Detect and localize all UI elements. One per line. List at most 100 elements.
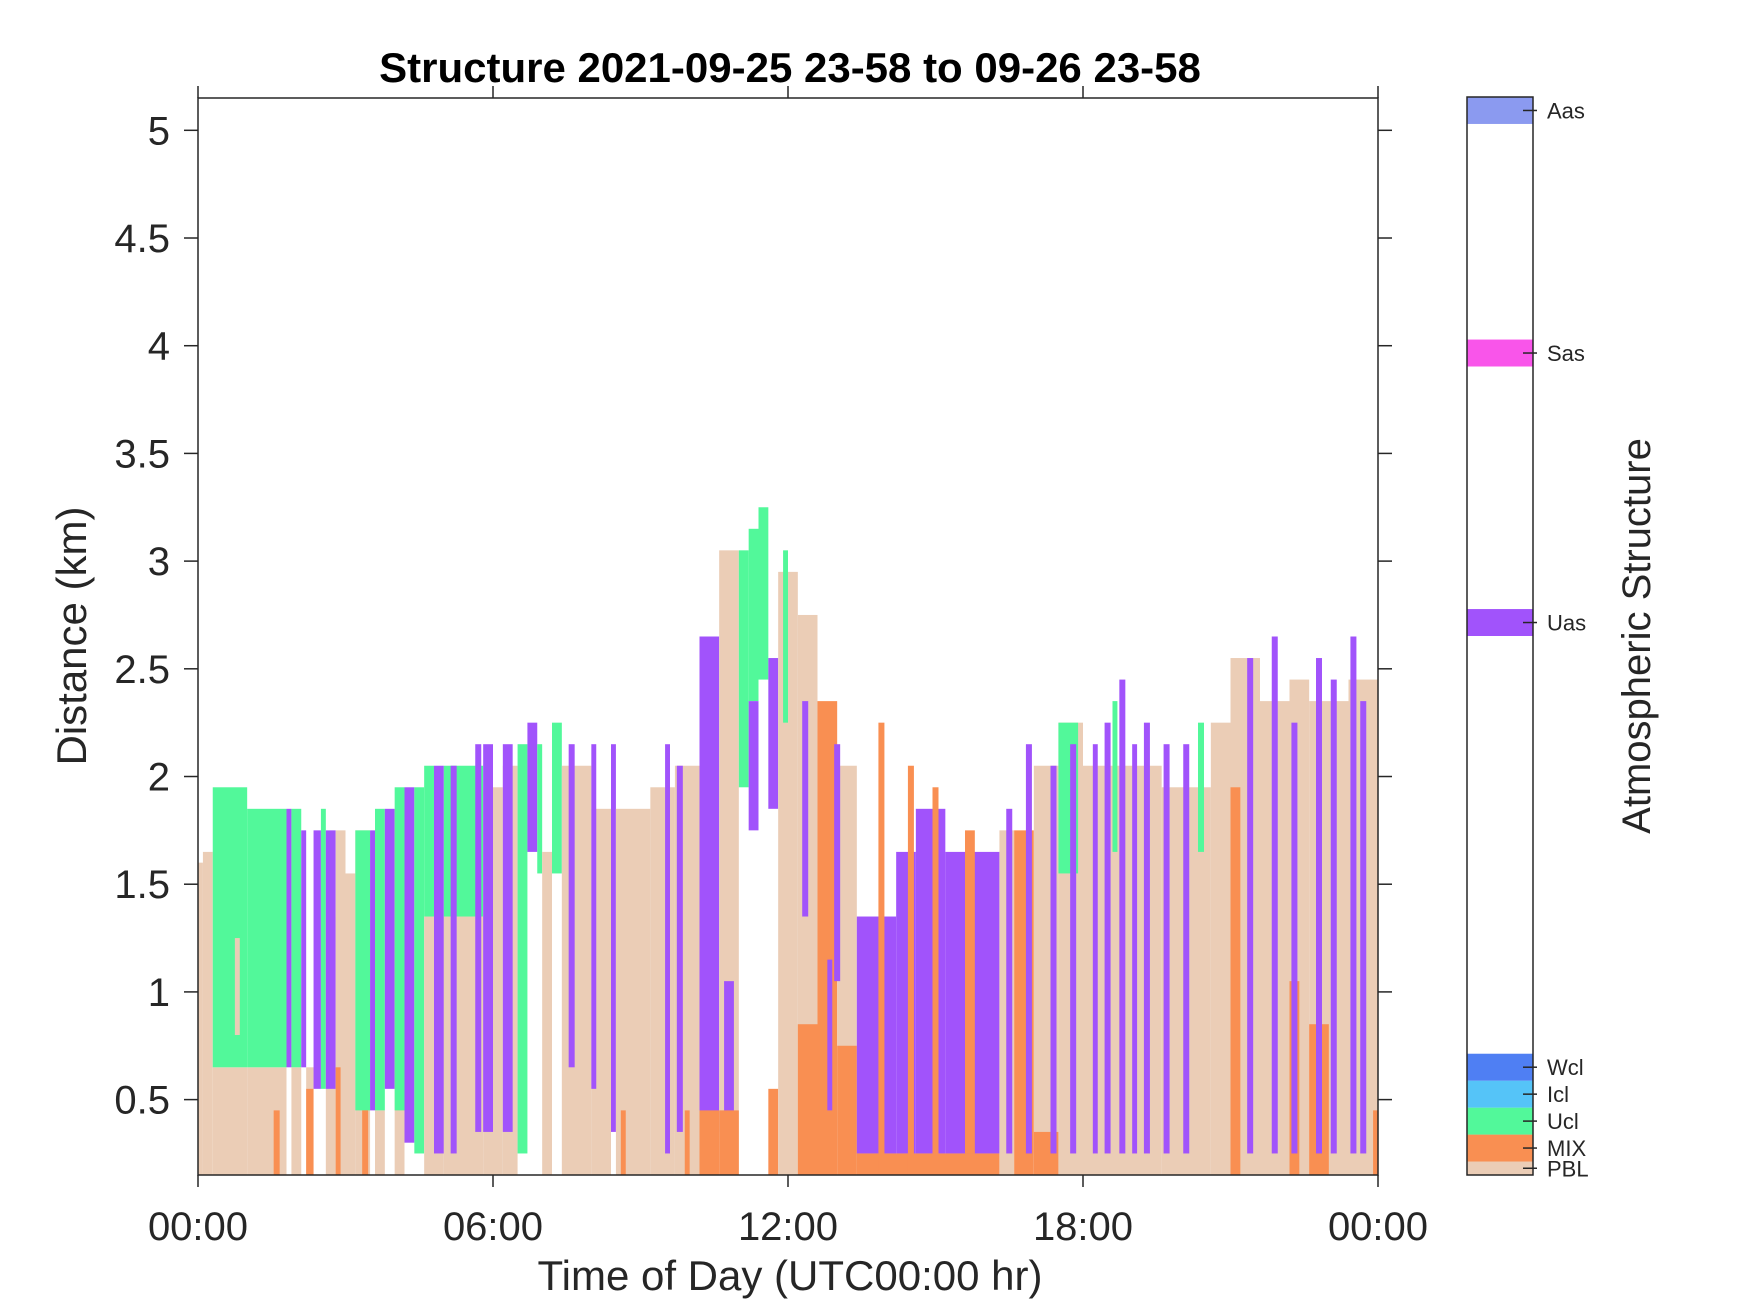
spike-mix-1: [362, 1110, 369, 1175]
segment-uas-91: [1132, 744, 1138, 1154]
spike-uas-5: [676, 765, 683, 1132]
segment-ucl-65: [758, 507, 769, 680]
y-tick-label-2: 1.5: [114, 863, 170, 907]
segment-ucl-5: [227, 787, 248, 1068]
y-tick-label-1: 1: [148, 971, 170, 1015]
segment-mix-95: [1230, 787, 1241, 1175]
spike-uas-23: [1291, 722, 1298, 1154]
segment-pbl-19: [335, 830, 346, 1175]
colorbar-label-wcl: Wcl: [1547, 1055, 1584, 1080]
spike-uas-16: [1119, 679, 1126, 1154]
spike-uas-4: [568, 744, 575, 1068]
segment-mix-67: [768, 1088, 779, 1175]
segment-mix-20: [335, 1067, 341, 1175]
colorbar-label-sas: Sas: [1547, 341, 1585, 366]
y-axis: 0.5 1 1.5 2 2.5 3 3.5 4 4.5 5: [114, 109, 1392, 1123]
segment-ucl-11: [291, 808, 302, 1068]
segment-ucl-46: [552, 722, 562, 874]
spike-uas-6: [802, 701, 809, 917]
spike-mix-0: [273, 1110, 280, 1175]
segment-mix-81: [856, 1153, 1000, 1175]
spike-mix-9: [907, 765, 914, 1175]
segment-uas-54: [665, 744, 670, 1154]
segment-pbl-25: [375, 1110, 385, 1175]
segment-mix-71: [797, 1024, 818, 1175]
segment-uas-50: [611, 744, 616, 1132]
colorbar-label-mix: MIX: [1547, 1136, 1586, 1161]
segment-mix-61: [719, 1110, 739, 1175]
colorbar-label: Atmospheric Structure: [1615, 438, 1659, 834]
y-tick-label-8: 4.5: [114, 217, 170, 261]
x-axis-label: Time of Day (UTC00:00 hr): [538, 1252, 1043, 1299]
segment-pbl-93: [1210, 722, 1231, 1175]
spike-mix-8: [878, 722, 885, 1175]
segment-uas-73: [827, 959, 833, 1111]
segment-pbl-4: [227, 1067, 248, 1175]
spike-uas-17: [1143, 722, 1150, 1154]
segment-mix-102: [1373, 1110, 1378, 1175]
spike-uas-25: [1330, 679, 1337, 1154]
colorbar-swatch-wcl: [1467, 1053, 1533, 1081]
segment-pbl-1: [202, 851, 213, 1175]
x-tick-label-3: 18:00: [1033, 1205, 1133, 1249]
segment-ucl-44: [537, 744, 543, 874]
colorbar-swatches: [1467, 97, 1533, 1175]
y-tick-label-4: 2.5: [114, 648, 170, 692]
y-tick-label-9: 5: [148, 109, 170, 153]
colorbar-swatch-ucl: [1467, 1107, 1533, 1135]
spike-ucl-20: [1198, 722, 1204, 852]
segment-mix-52: [620, 1110, 626, 1175]
segment-mix-58: [699, 1110, 720, 1175]
segment-uas-12: [301, 830, 307, 1068]
colorbar-label-uas: Uas: [1547, 611, 1586, 636]
segment-pbl-10: [291, 1067, 302, 1175]
segment-uas-30: [404, 787, 415, 1143]
colorbar-label-aas: Aas: [1547, 98, 1585, 123]
y-tick-label-0: 0.5: [114, 1079, 170, 1123]
segment-uas-39: [483, 744, 493, 1132]
segment-uas-78: [915, 808, 946, 1154]
y-axis-label: Distance (km): [48, 506, 95, 765]
segment-mix-80: [965, 830, 975, 1154]
segment-pbl-47: [561, 765, 592, 1175]
x-axis: 00:00 06:00 12:00 18:00 00:00: [148, 86, 1428, 1249]
segment-ucl-62: [738, 550, 749, 788]
segment-uas-43: [527, 722, 538, 852]
spike-uas-19: [1183, 744, 1190, 1154]
segment-pbl-53: [650, 787, 675, 1175]
segment-ucl-16: [320, 808, 326, 1089]
spike-uas-14: [1070, 744, 1077, 1154]
segment-uas-57: [699, 636, 720, 1132]
x-tick-label-2: 12:00: [738, 1205, 838, 1249]
segment-uas-41: [502, 744, 513, 1132]
colorbar-swatch-sas: [1467, 339, 1533, 367]
segment-uas-66: [768, 658, 779, 809]
segment-pbl-6: [234, 938, 240, 1035]
spike-uas-11: [1006, 808, 1013, 1154]
colorbar-label-ucl: Ucl: [1547, 1109, 1579, 1134]
segment-ucl-69: [783, 550, 788, 723]
colorbar-swatch-pbl: [1467, 1161, 1533, 1175]
spike-mix-10: [932, 787, 939, 1175]
y-tick-label-3: 2: [148, 756, 170, 800]
plot-area: [197, 97, 1379, 1176]
spike-uas-2: [450, 765, 457, 1154]
segment-uas-49: [591, 744, 597, 1089]
colorbar-swatch-icl: [1467, 1080, 1533, 1108]
segment-ucl-23: [355, 830, 371, 1111]
spike-uas-13: [1050, 765, 1057, 1154]
spike-uas-24: [1316, 658, 1322, 1154]
segment-ucl-26: [375, 808, 385, 1111]
segment-uas-15: [313, 830, 321, 1089]
segment-ucl-42: [517, 744, 528, 1154]
chart-title: Structure 2021-09-25 23-58 to 09-26 23-5…: [379, 44, 1201, 91]
colorbar-frame: [1466, 96, 1534, 1176]
data-layer: [198, 507, 1378, 1175]
spike-uas-7: [834, 744, 841, 982]
y-tick-label-5: 3: [148, 540, 170, 584]
segment-ucl-33: [424, 765, 434, 917]
x-tick-label-1: 06:00: [443, 1205, 543, 1249]
